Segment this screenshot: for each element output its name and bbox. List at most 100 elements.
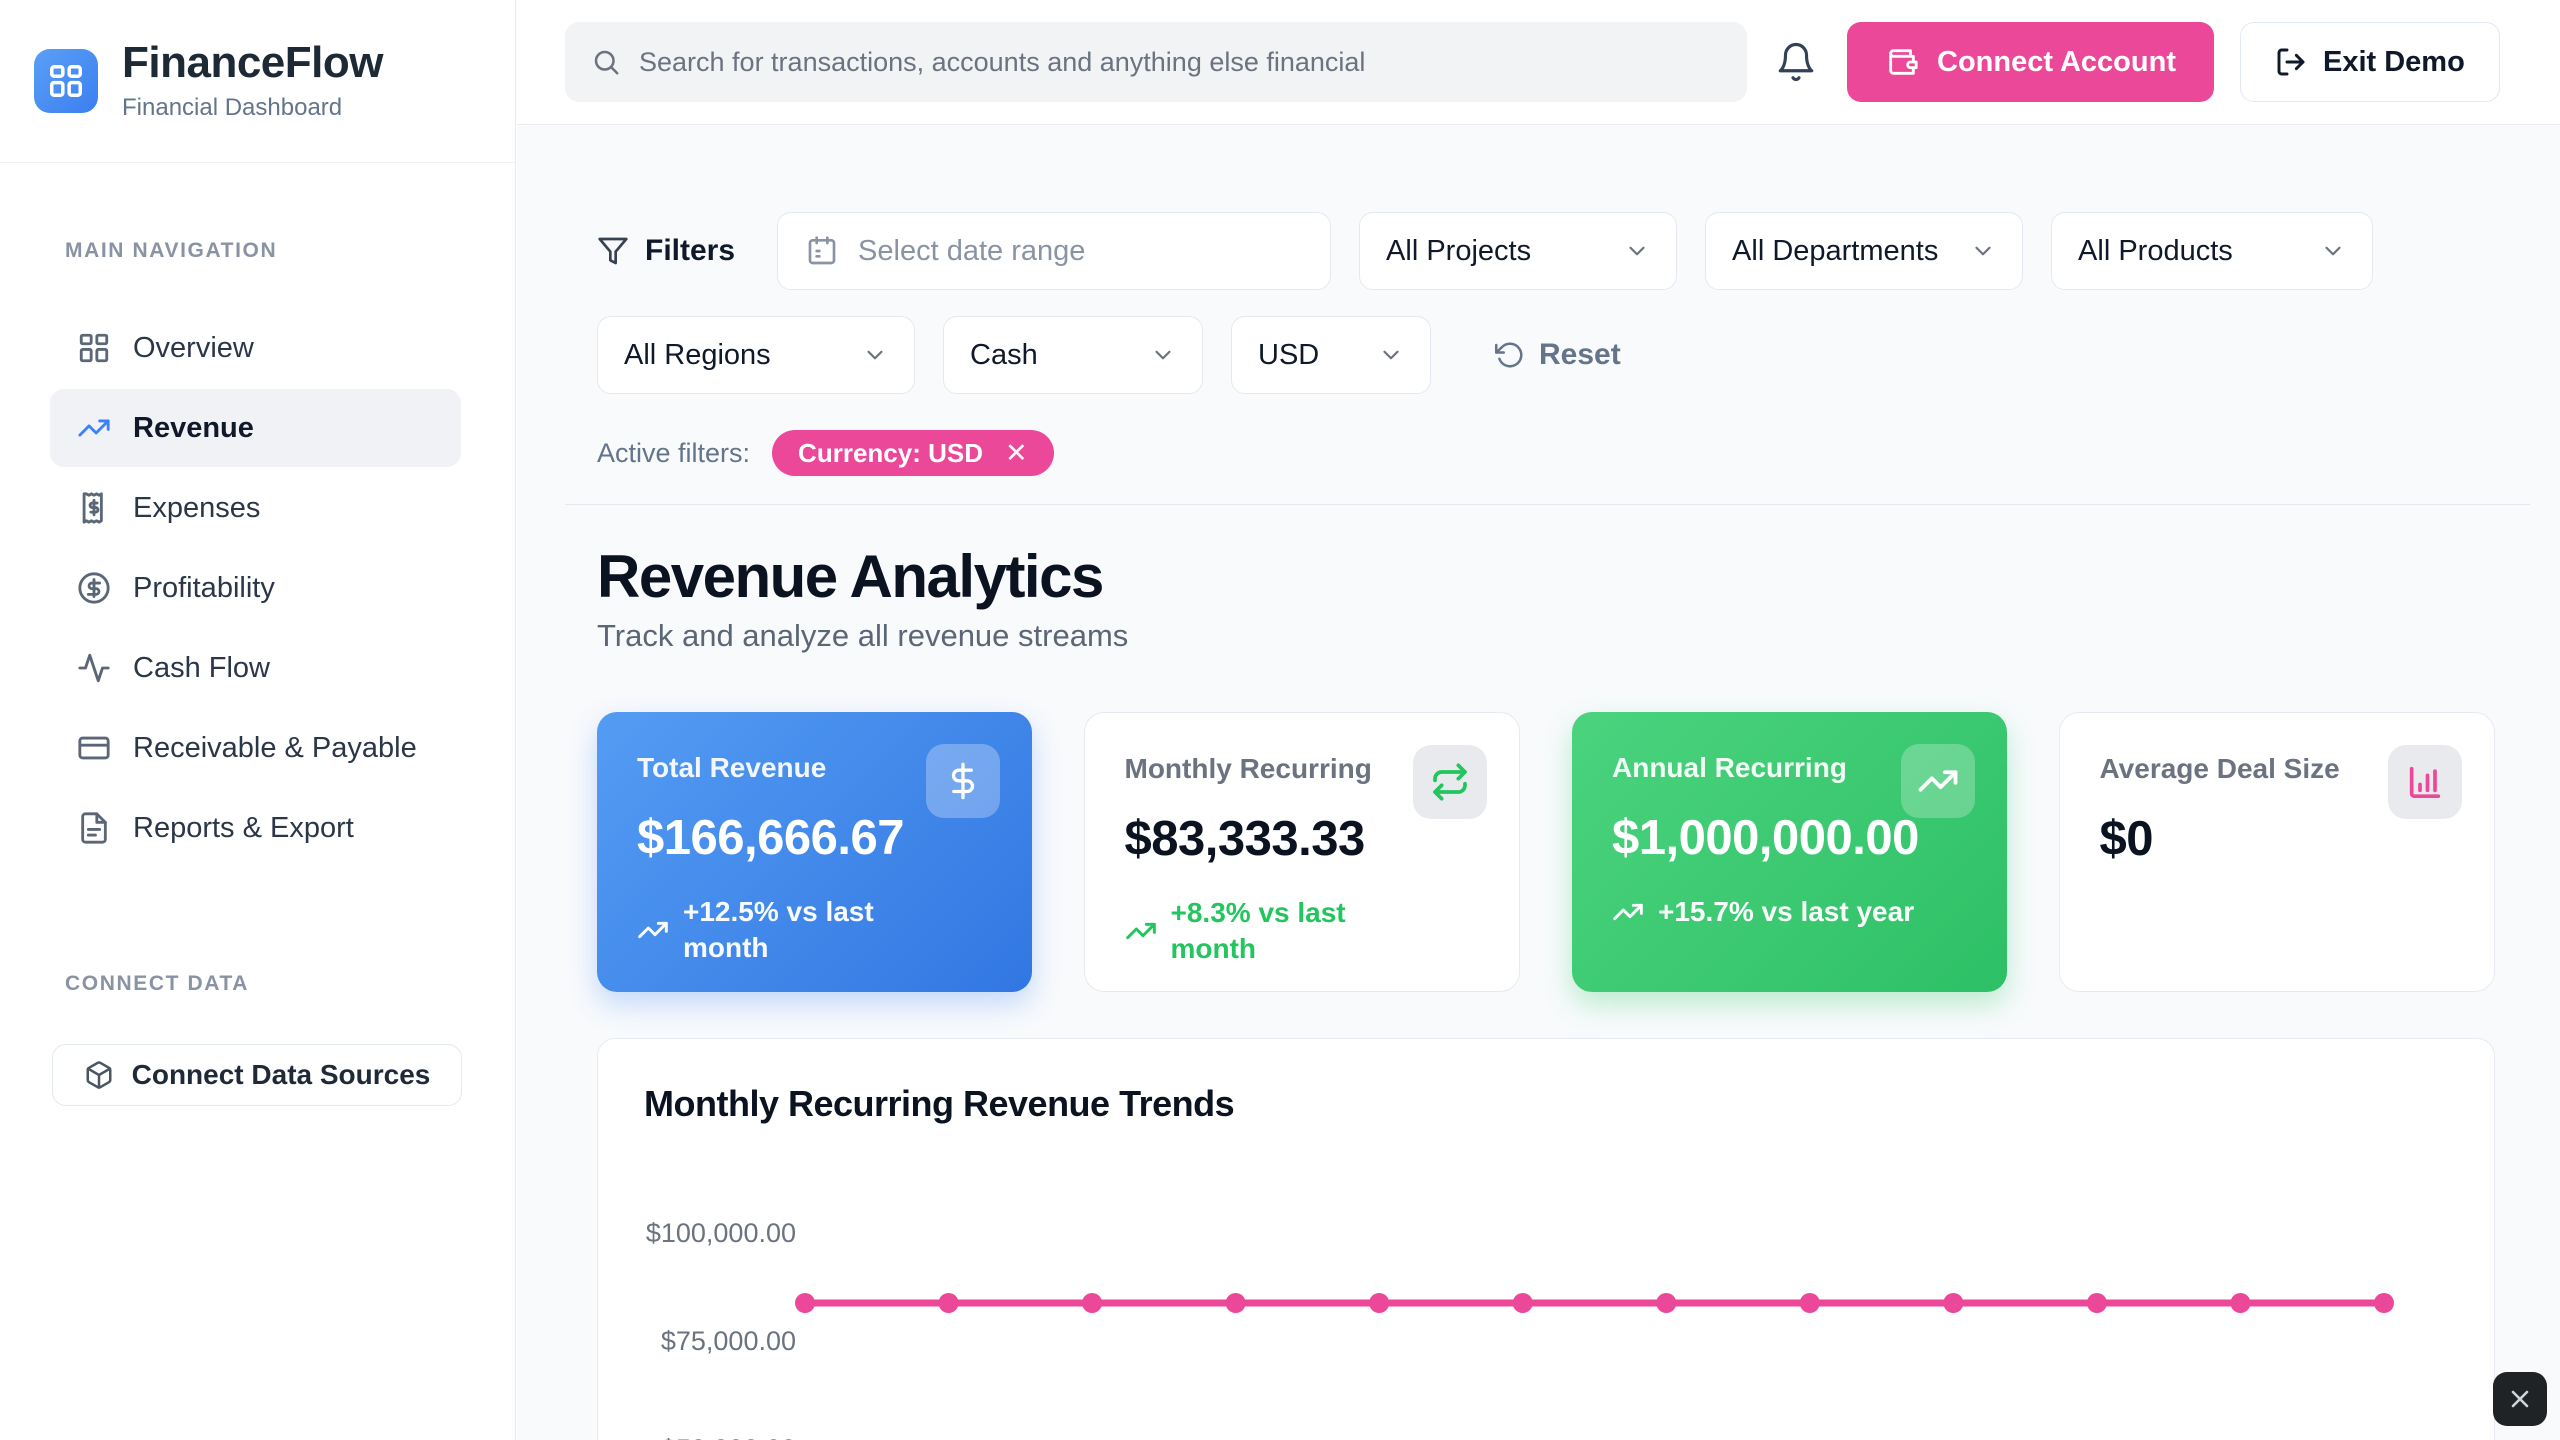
kpi-card-monthly-recurring: Monthly Recurring $83,333.33 +8.3% vs la… bbox=[1083, 712, 1520, 992]
sidebar: FinanceFlow Financial Dashboard MAIN NAV… bbox=[0, 0, 516, 1440]
kpi-label: Monthly Recurring bbox=[1124, 753, 1372, 784]
trending-up-icon bbox=[1900, 744, 1975, 818]
chevron-down-icon bbox=[1150, 342, 1176, 368]
close-overlay-button[interactable] bbox=[2493, 1372, 2547, 1426]
kpi-change: +12.5% vs last month bbox=[637, 894, 992, 967]
chevron-down-icon bbox=[1378, 342, 1404, 368]
reset-filters-button[interactable]: Reset bbox=[1495, 338, 1621, 372]
sidebar-item-reports-export[interactable]: Reports & Export bbox=[50, 789, 461, 867]
wallet-icon bbox=[1885, 45, 1919, 79]
kpi-change-text: +8.3% vs last month bbox=[1170, 897, 1346, 965]
bell-icon bbox=[1775, 41, 1817, 83]
sidebar-item-revenue[interactable]: Revenue bbox=[50, 389, 461, 467]
currency-filter-value: USD bbox=[1258, 338, 1320, 371]
receipt-icon bbox=[77, 491, 111, 525]
sidebar-item-label: Profitability bbox=[133, 571, 275, 604]
dollar-circle-icon bbox=[77, 571, 111, 605]
page-title: Revenue Analytics bbox=[597, 543, 1104, 610]
active-filters-row: Active filters: Currency: USD ✕ bbox=[597, 430, 2495, 476]
y-axis-tick: $75,000.00 bbox=[660, 1326, 796, 1356]
date-range-input[interactable] bbox=[858, 234, 1303, 268]
sidebar-item-profitability[interactable]: Profitability bbox=[50, 549, 461, 627]
chart-title: Monthly Recurring Revenue Trends bbox=[644, 1083, 1235, 1124]
sidebar-item-expenses[interactable]: Expenses bbox=[50, 469, 461, 547]
payment-type-filter-select[interactable]: Cash bbox=[943, 316, 1203, 394]
filters-row-2: All Regions Cash USD Reset bbox=[597, 316, 2495, 394]
connect-account-label: Connect Account bbox=[1937, 45, 2176, 78]
y-axis-tick: $50,000.00 bbox=[644, 1434, 796, 1440]
kpi-card-average-deal-size: Average Deal Size $0 bbox=[2058, 712, 2495, 992]
app-title: FinanceFlow bbox=[122, 38, 383, 88]
trending-up-icon bbox=[1612, 896, 1644, 928]
remove-filter-icon[interactable]: ✕ bbox=[1004, 437, 1028, 468]
search-input[interactable] bbox=[639, 46, 1721, 78]
regions-filter-select[interactable]: All Regions bbox=[597, 316, 915, 394]
trending-up-icon bbox=[1125, 915, 1157, 947]
logout-icon bbox=[2275, 46, 2307, 78]
activity-icon bbox=[77, 651, 111, 685]
active-filters-label: Active filters: bbox=[597, 437, 751, 468]
dashboard-icon bbox=[77, 331, 111, 365]
file-text-icon bbox=[77, 811, 111, 845]
kpi-value: $0 bbox=[2099, 812, 2154, 866]
sidebar-item-cash-flow[interactable]: Cash Flow bbox=[50, 629, 461, 707]
cube-icon bbox=[84, 1060, 114, 1090]
kpi-value: $1,000,000.00 bbox=[1612, 811, 1919, 865]
active-filter-chip[interactable]: Currency: USD ✕ bbox=[772, 430, 1054, 476]
sidebar-item-label: Expenses bbox=[133, 491, 261, 524]
sidebar-item-label: Receivable & Payable bbox=[133, 731, 417, 764]
kpi-value: $166,666.67 bbox=[637, 811, 904, 865]
sidebar-item-receivable-payable[interactable]: Receivable & Payable bbox=[50, 709, 461, 787]
kpi-change-text: +12.5% vs last month bbox=[683, 896, 874, 964]
sidebar-item-label: Revenue bbox=[133, 411, 254, 444]
kpi-change: +8.3% vs last month bbox=[1125, 895, 1480, 968]
sidebar-item-label: Overview bbox=[133, 331, 254, 364]
filters-title: Filters bbox=[597, 234, 735, 268]
date-range-picker[interactable] bbox=[777, 212, 1332, 290]
connect-account-button[interactable]: Connect Account bbox=[1847, 22, 2214, 102]
kpi-change-text: +15.7% vs last year bbox=[1658, 896, 1915, 927]
sidebar-item-label: Reports & Export bbox=[133, 811, 354, 844]
kpi-label: Average Deal Size bbox=[2099, 753, 2340, 784]
reset-label: Reset bbox=[1539, 338, 1621, 371]
section-divider bbox=[565, 504, 2530, 505]
main-navigation-header: MAIN NAVIGATION bbox=[65, 239, 278, 262]
repeat-icon bbox=[1413, 745, 1487, 819]
kpi-change: +15.7% vs last year bbox=[1612, 894, 1967, 930]
products-filter-select[interactable]: All Products bbox=[2051, 212, 2374, 290]
notifications-button[interactable] bbox=[1775, 41, 1817, 83]
currency-filter-select[interactable]: USD bbox=[1231, 316, 1431, 394]
chevron-down-icon bbox=[862, 342, 888, 368]
chevron-down-icon bbox=[1624, 238, 1650, 264]
kpi-card-total-revenue: Total Revenue $166,666.67 +12.5% vs last… bbox=[597, 712, 1032, 992]
trending-up-icon bbox=[77, 411, 111, 445]
kpi-label: Annual Recurring bbox=[1612, 752, 1847, 783]
credit-card-icon bbox=[77, 731, 111, 765]
main-content: Filters All Projects All Departments bbox=[517, 126, 2560, 1440]
global-search[interactable] bbox=[565, 22, 1747, 102]
mrr-line-chart bbox=[795, 1293, 2394, 1313]
close-icon bbox=[2506, 1385, 2534, 1413]
brand-text: FinanceFlow Financial Dashboard bbox=[122, 40, 383, 121]
kpi-cards-row: Total Revenue $166,666.67 +12.5% vs last… bbox=[597, 712, 2495, 992]
brand-block: FinanceFlow Financial Dashboard bbox=[0, 0, 515, 163]
sidebar-item-label: Cash Flow bbox=[133, 651, 270, 684]
sidebar-nav: Overview Revenue Expenses bbox=[50, 309, 461, 867]
filters-label: Filters bbox=[645, 234, 736, 267]
mrr-trends-card: Monthly Recurring Revenue Trends $100,00… bbox=[597, 1038, 2495, 1440]
y-axis-tick: $100,000.00 bbox=[645, 1218, 796, 1248]
exit-demo-button[interactable]: Exit Demo bbox=[2239, 22, 2500, 102]
sidebar-item-overview[interactable]: Overview bbox=[50, 309, 461, 387]
app-subtitle: Financial Dashboard bbox=[122, 93, 343, 121]
connect-data-sources-button[interactable]: Connect Data Sources bbox=[52, 1044, 462, 1106]
products-filter-value: All Products bbox=[2078, 234, 2233, 267]
trending-up-icon bbox=[637, 914, 669, 946]
search-icon bbox=[591, 47, 621, 77]
page-subtitle: Track and analyze all revenue streams bbox=[597, 618, 1129, 653]
projects-filter-select[interactable]: All Projects bbox=[1359, 212, 1678, 290]
connect-data-header: CONNECT DATA bbox=[65, 972, 250, 995]
departments-filter-select[interactable]: All Departments bbox=[1705, 212, 2024, 290]
mrr-line-chart-plot: $100,000.00 $75,000.00 $50,000.00 bbox=[644, 1181, 2448, 1440]
regions-filter-value: All Regions bbox=[624, 338, 771, 371]
kpi-card-annual-recurring: Annual Recurring $1,000,000.00 +15.7% vs… bbox=[1572, 712, 2007, 992]
